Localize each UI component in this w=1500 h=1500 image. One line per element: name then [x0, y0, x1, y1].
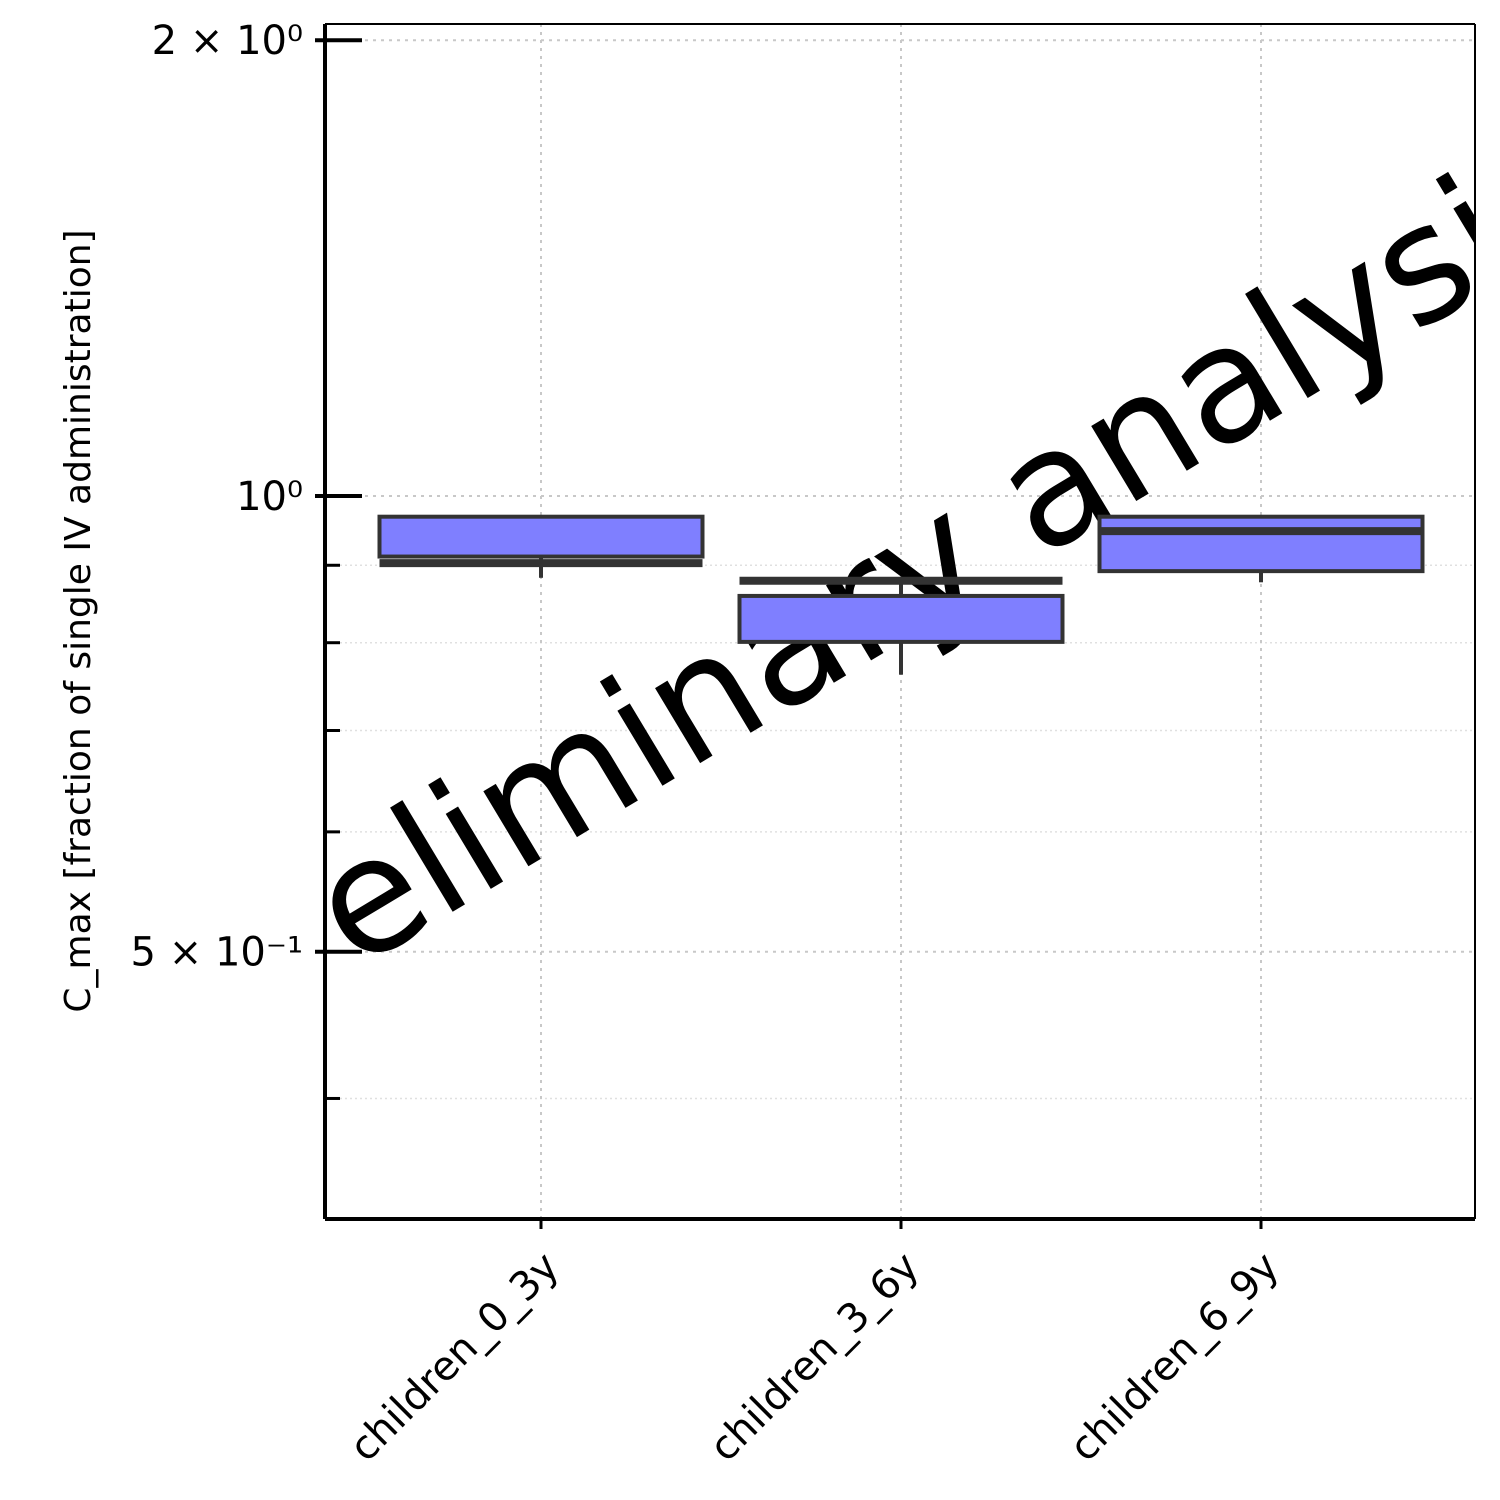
box [1097, 514, 1425, 574]
watermark-group: preliminary analysis [138, 98, 1500, 1088]
y-tick-label: 10⁰ [236, 474, 303, 520]
x-tick-label: children_0_3y [341, 1244, 568, 1471]
x-tick-label: children_6_9y [1061, 1244, 1288, 1471]
box [377, 514, 705, 559]
watermark: preliminary analysis [138, 98, 1500, 1088]
y-axis-label: C_max [fraction of single IV administrat… [58, 229, 99, 1012]
y-tick-label: 2 × 10⁰ [152, 18, 303, 64]
y-tick-label: 5 × 10⁻¹ [131, 930, 303, 976]
x-tick-label: children_3_6y [701, 1244, 928, 1471]
box [737, 593, 1065, 644]
